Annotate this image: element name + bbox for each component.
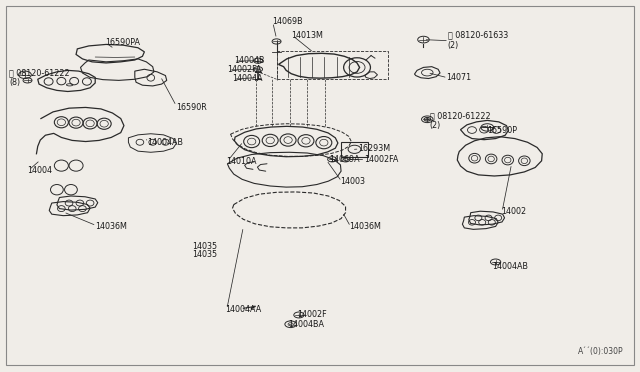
Text: 14004B: 14004B — [234, 56, 264, 65]
Text: 14004AB: 14004AB — [492, 262, 529, 271]
Text: 14004: 14004 — [28, 166, 52, 175]
Text: 14002FA: 14002FA — [227, 65, 262, 74]
Text: 14071: 14071 — [447, 73, 472, 82]
Text: Ⓐ 08120-61222
(2): Ⓐ 08120-61222 (2) — [430, 111, 490, 131]
Text: 14035: 14035 — [192, 242, 218, 251]
Text: Ⓐ 08120-61222
(8): Ⓐ 08120-61222 (8) — [9, 68, 70, 87]
Bar — [276, 51, 388, 79]
Text: 14004AB: 14004AB — [148, 138, 184, 147]
Text: A´´(0):030P: A´´(0):030P — [578, 347, 623, 356]
Text: 14003: 14003 — [340, 177, 365, 186]
Text: 14004A: 14004A — [232, 74, 262, 83]
Text: 14004AA: 14004AA — [225, 305, 262, 314]
Text: 14002FA: 14002FA — [364, 155, 399, 164]
Text: 14010A: 14010A — [226, 157, 257, 166]
Text: 16293M: 16293M — [358, 144, 390, 153]
Text: 14069A: 14069A — [330, 155, 360, 164]
Text: 14036M: 14036M — [349, 222, 381, 231]
Text: 14035: 14035 — [192, 250, 218, 259]
Text: 14004BA: 14004BA — [288, 320, 324, 329]
Text: 14069B: 14069B — [272, 17, 303, 26]
Text: 16590P: 16590P — [487, 125, 517, 135]
Text: 14002: 14002 — [500, 208, 526, 217]
Text: 14036M: 14036M — [95, 221, 127, 231]
Text: 16590PA: 16590PA — [105, 38, 140, 47]
Text: 16590R: 16590R — [176, 103, 207, 112]
Text: 14013M: 14013M — [291, 31, 323, 40]
Text: 14002F: 14002F — [298, 311, 327, 320]
Text: Ⓐ 08120-61633
(2): Ⓐ 08120-61633 (2) — [448, 31, 508, 50]
